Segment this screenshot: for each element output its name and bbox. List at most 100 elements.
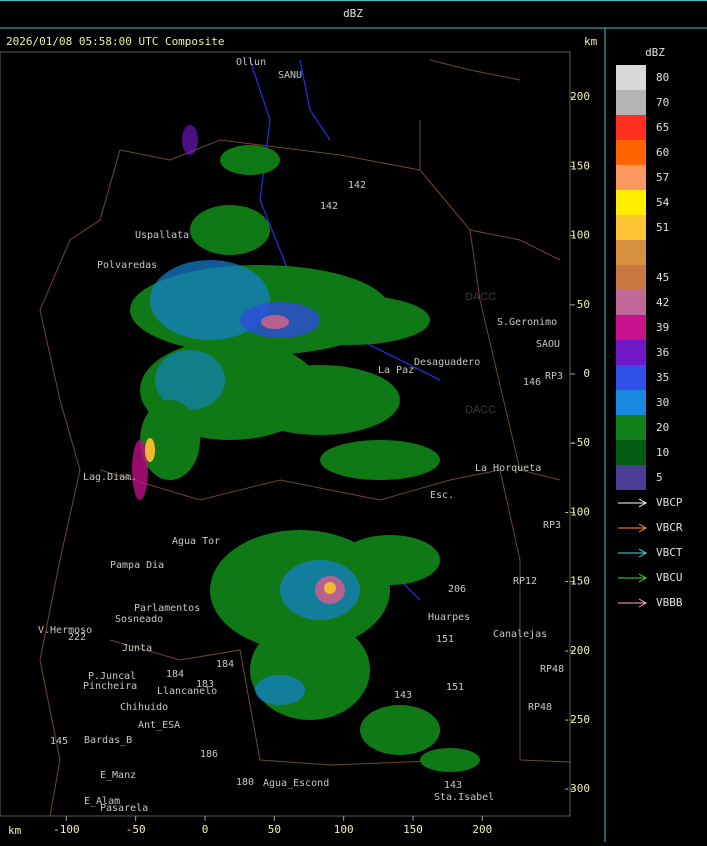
place: 142 <box>320 201 338 212</box>
place: 145 <box>50 736 68 747</box>
y-tick-label: -250 <box>564 713 591 726</box>
x-tick-label: -100 <box>53 823 80 836</box>
colorbar-label: 5 <box>656 471 663 484</box>
colorbar-swatch <box>616 365 646 390</box>
place: Uspallata <box>135 230 189 241</box>
place: Bardas_B <box>84 735 132 746</box>
place: 183 <box>196 679 214 690</box>
legend-label: VBCR <box>656 521 683 534</box>
x-tick-label: 50 <box>268 823 281 836</box>
place: 151 <box>446 682 464 693</box>
colorbar-label: 35 <box>656 371 669 384</box>
y-tick-label: -150 <box>564 575 591 588</box>
colorbar-label: 42 <box>656 296 669 309</box>
header-title: dBZ <box>343 7 363 20</box>
echo <box>320 440 440 480</box>
border <box>99 469 571 763</box>
colorbar-swatch <box>616 440 646 465</box>
legend-label: VBCU <box>656 571 683 584</box>
place: 184 <box>216 659 234 670</box>
legend-arrowhead <box>638 498 648 508</box>
y-tick-label: 100 <box>570 229 590 242</box>
place: 142 <box>348 180 366 191</box>
legend-label: VBCP <box>656 496 683 509</box>
x-tick-label: 100 <box>334 823 354 836</box>
place: Pasarela <box>100 803 148 814</box>
colorbar-unit: dBZ <box>645 46 665 59</box>
x-tick-label: -50 <box>126 823 146 836</box>
place: SANU <box>278 70 302 81</box>
place: Junta <box>122 643 152 654</box>
colorbar-label: 20 <box>656 421 669 434</box>
colorbar-swatch <box>616 215 646 240</box>
echo <box>132 440 148 500</box>
place: 222 <box>68 632 86 643</box>
legend-arrowhead <box>638 598 648 608</box>
place: 151 <box>436 634 454 645</box>
colorbar-swatch <box>616 315 646 340</box>
y-tick-label: -200 <box>564 644 591 657</box>
border <box>39 149 121 817</box>
place: Huarpes <box>428 612 470 623</box>
place: 184 <box>166 669 184 680</box>
echo <box>324 582 336 594</box>
colorbar-swatch <box>616 190 646 215</box>
colorbar-swatch <box>616 240 646 265</box>
echo <box>155 350 225 410</box>
echo <box>190 205 270 255</box>
place: E_Alam <box>84 796 120 807</box>
colorbar-label: 57 <box>656 171 669 184</box>
place: Sosneado <box>115 614 163 625</box>
place: 146 <box>523 377 541 388</box>
colorbar-swatch <box>616 115 646 140</box>
colorbar-label: 65 <box>656 121 669 134</box>
place: Agua_Escond <box>263 778 329 789</box>
echo <box>145 438 155 462</box>
place: RP48 <box>528 702 552 713</box>
borders <box>39 59 571 817</box>
colorbar-swatch <box>616 340 646 365</box>
place: 143 <box>394 690 412 701</box>
place: Chihuido <box>120 702 168 713</box>
place: Lag.Diam. <box>83 472 137 483</box>
place: La Horqueta <box>475 463 541 474</box>
watermark: DACC <box>465 404 496 416</box>
place: La Paz <box>378 365 414 376</box>
echo <box>250 620 370 720</box>
y-tick-label: 200 <box>570 90 590 103</box>
y-tick-label: 0 <box>583 367 590 380</box>
y-tick-label: -300 <box>564 782 591 795</box>
place: E_Manz <box>100 770 136 781</box>
place: 206 <box>448 584 466 595</box>
place: Esc. <box>430 490 454 501</box>
colorbar-swatch <box>616 265 646 290</box>
place: RP3 <box>545 371 563 382</box>
y-tick-label: 150 <box>570 159 590 172</box>
colorbar-swatch <box>616 90 646 115</box>
colorbar-swatch <box>616 390 646 415</box>
echo <box>240 365 400 435</box>
place: P.Juncal <box>88 671 136 682</box>
colorbar-label: 54 <box>656 196 670 209</box>
place: RP48 <box>540 664 564 675</box>
place: Sta.Isabel <box>434 792 494 803</box>
place: V.Hermoso <box>38 625 92 636</box>
place: RP3 <box>543 520 561 531</box>
colorbar-swatch <box>616 140 646 165</box>
y-tick-label: -100 <box>564 505 591 518</box>
place: Canalejas <box>493 629 547 640</box>
border <box>109 639 461 766</box>
legend-label: VBBB <box>656 596 683 609</box>
colorbar-label: 39 <box>656 321 669 334</box>
x-unit: km <box>8 824 22 837</box>
colorbar-label: 80 <box>656 71 669 84</box>
legend-arrowhead <box>638 548 648 558</box>
echo <box>340 535 440 585</box>
x-tick-label: 0 <box>202 823 209 836</box>
place: 186 <box>200 749 218 760</box>
colorbar-swatch <box>616 165 646 190</box>
echo <box>140 400 200 480</box>
colorbar-swatch <box>616 415 646 440</box>
border <box>419 59 561 481</box>
y-tick-label: -50 <box>570 436 590 449</box>
